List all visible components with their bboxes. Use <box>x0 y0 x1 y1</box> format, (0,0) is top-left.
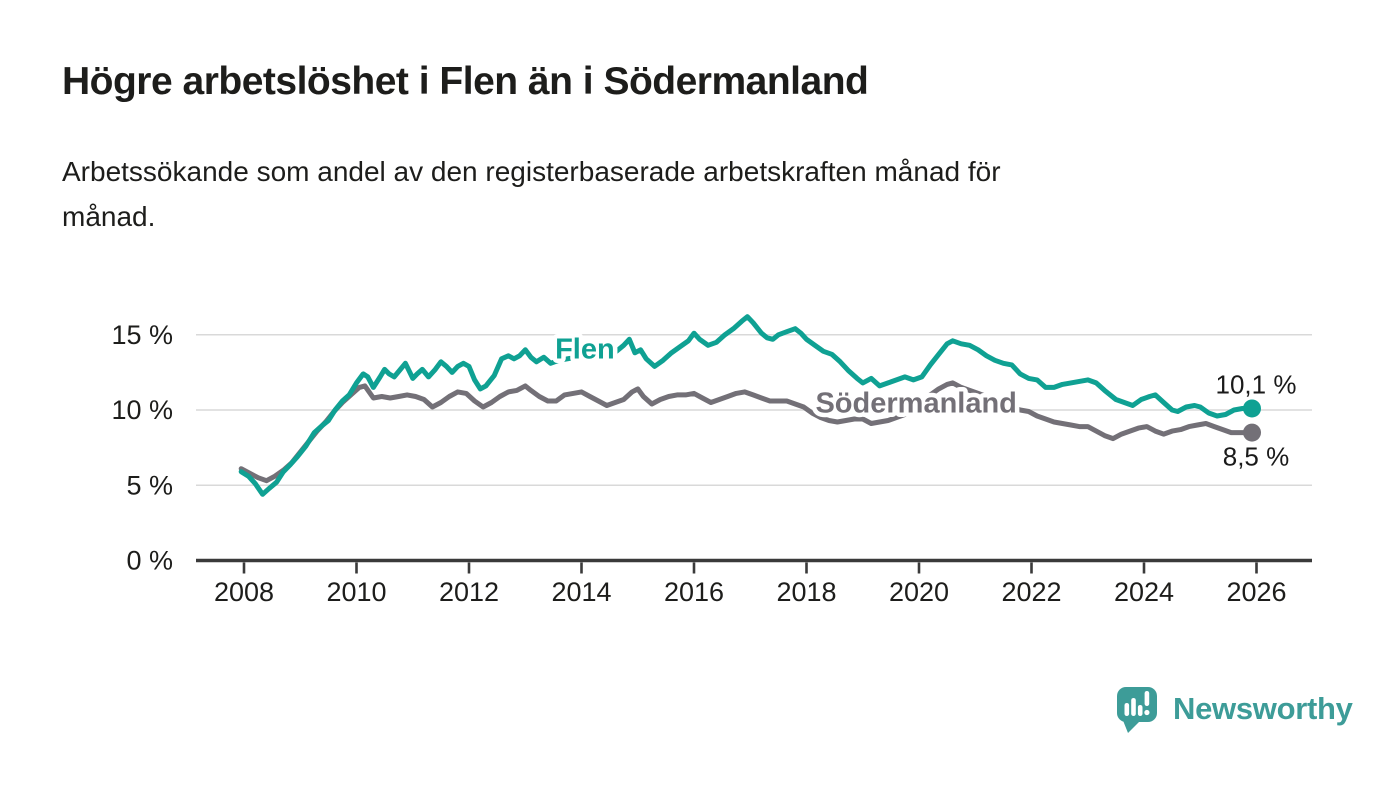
series-label-södermanland: Södermanland <box>815 387 1016 419</box>
series-line-södermanland <box>238 380 1255 484</box>
chart-subtitle-line-2: månad. <box>62 200 156 232</box>
end-value-label-södermanland: 8,5 % <box>1223 442 1290 472</box>
chart-subtitle-line-1: Arbetssökande som andel av den registerb… <box>62 156 1001 187</box>
y-tick-label: 15 % <box>111 320 173 350</box>
y-tick-label: 5 % <box>126 470 173 500</box>
bar-chart-glyph <box>1124 691 1150 716</box>
x-tick-label: 2026 <box>1226 577 1286 607</box>
x-tick-label: 2012 <box>439 577 499 607</box>
x-tick-label: 2008 <box>214 577 274 607</box>
x-tick-label: 2018 <box>776 577 836 607</box>
x-tick-label: 2022 <box>1001 577 1061 607</box>
x-tick-label: 2024 <box>1114 577 1174 607</box>
x-tick-label: 2016 <box>664 577 724 607</box>
series-line-flen <box>238 314 1255 497</box>
page-title: Högre arbetslöshet i Flen än i Södermanl… <box>62 60 869 103</box>
chart-subtitle: Arbetssökande som andel av den registerb… <box>62 150 1252 240</box>
y-tick-label: 0 % <box>126 546 173 576</box>
x-tick-label: 2014 <box>551 577 611 607</box>
x-tick-label: 2020 <box>889 577 949 607</box>
newsworthy-wordmark: Newsworthy <box>1173 691 1353 726</box>
newsworthy-logo-icon <box>1117 687 1157 733</box>
y-tick-label: 10 % <box>111 395 173 425</box>
end-dot-flen <box>1243 399 1261 418</box>
speech-bubble-shape <box>1117 687 1157 733</box>
end-dot-södermanland <box>1243 423 1261 442</box>
x-tick-label: 2010 <box>326 577 386 607</box>
newsworthy-branding: Newsworthy <box>1116 684 1353 734</box>
series-label-flen: Flen <box>555 333 615 365</box>
end-value-label-flen: 10,1 % <box>1216 369 1297 399</box>
